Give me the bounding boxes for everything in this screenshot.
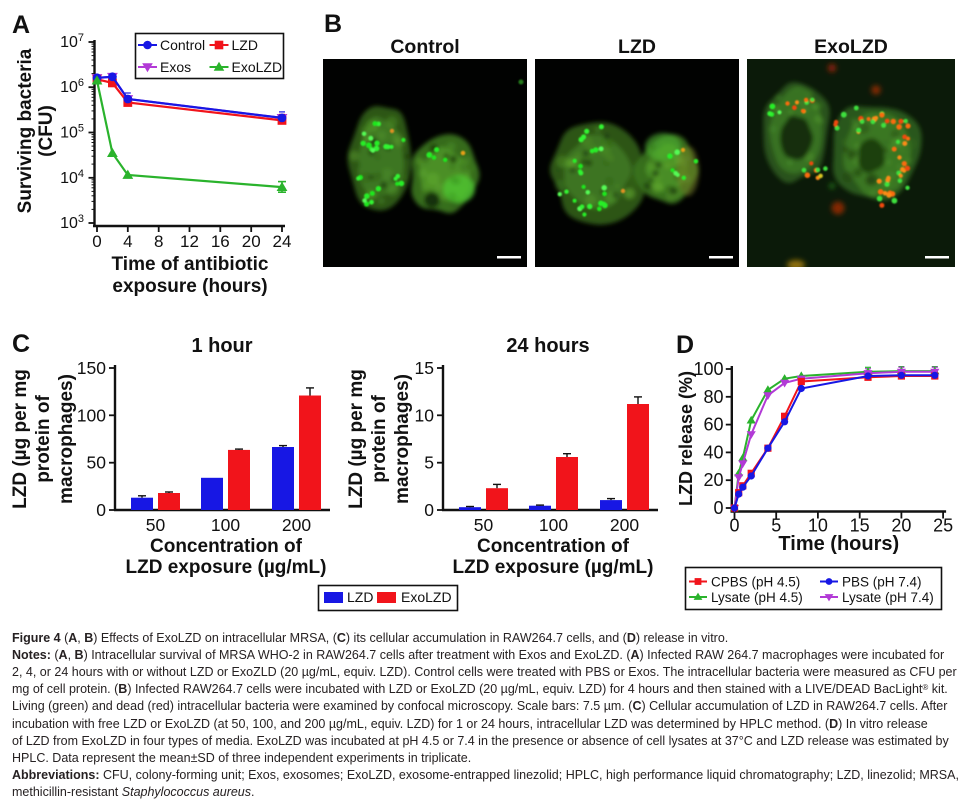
svg-text:24: 24 [273,232,292,251]
svg-text:150: 150 [77,358,106,378]
svg-text:8: 8 [154,232,163,251]
svg-text:PBS (pH 7.4): PBS (pH 7.4) [842,575,922,590]
svg-text:50: 50 [146,515,166,535]
svg-text:Time (hours): Time (hours) [778,533,899,555]
svg-text:Lysate (pH 4.5): Lysate (pH 4.5) [711,590,803,605]
svg-text:LZD exposure (µg/mL): LZD exposure (µg/mL) [126,557,327,578]
svg-text:25: 25 [933,516,953,536]
svg-text:Surviving bacteria: Surviving bacteria [15,48,36,213]
svg-text:Concentration of: Concentration of [477,536,630,557]
svg-text:macrophages): macrophages) [56,374,77,504]
svg-text:60: 60 [703,415,723,435]
svg-text:Control: Control [160,37,205,53]
svg-text:100: 100 [539,515,568,535]
svg-text:LZD: LZD [347,589,373,605]
svg-text:10: 10 [808,516,828,536]
svg-text:20: 20 [242,232,261,251]
svg-text:15: 15 [415,358,434,378]
svg-text:0: 0 [729,516,739,536]
svg-text:200: 200 [610,515,639,535]
svg-text:Lysate (pH 7.4): Lysate (pH 7.4) [842,590,934,605]
svg-text:0: 0 [96,500,106,520]
svg-text:5: 5 [771,516,781,536]
svg-text:LZD: LZD [232,37,258,53]
svg-text:ExoLZD: ExoLZD [401,589,452,605]
svg-text:(CFU): (CFU) [36,105,57,157]
svg-text:200: 200 [282,515,311,535]
svg-text:40: 40 [703,442,723,462]
svg-text:50: 50 [87,453,107,473]
svg-text:20: 20 [703,470,723,490]
svg-text:105: 105 [60,123,84,142]
svg-text:1 hour: 1 hour [191,335,252,357]
svg-text:15: 15 [850,516,870,536]
svg-text:107: 107 [60,32,84,51]
svg-text:100: 100 [77,405,106,425]
svg-text:16: 16 [211,232,230,251]
svg-text:20: 20 [891,516,911,536]
svg-text:80: 80 [703,387,723,407]
svg-text:protein of: protein of [369,395,390,483]
svg-text:Concentration of: Concentration of [150,536,303,557]
svg-text:100: 100 [693,359,723,379]
svg-text:0: 0 [424,500,434,520]
svg-text:106: 106 [60,77,84,96]
svg-text:exposure (hours): exposure (hours) [112,276,267,297]
svg-text:protein of: protein of [33,395,54,483]
svg-text:LZD exposure (µg/mL): LZD exposure (µg/mL) [453,557,654,578]
svg-text:5: 5 [424,453,434,473]
svg-text:ExoLZD: ExoLZD [232,59,283,75]
svg-text:10: 10 [415,405,435,425]
svg-text:Time of antibiotic: Time of antibiotic [112,254,269,275]
svg-text:50: 50 [474,515,494,535]
svg-text:24 hours: 24 hours [506,335,589,357]
svg-text:LZD (µg per mg: LZD (µg per mg [346,369,367,509]
svg-text:CPBS (pH 4.5): CPBS (pH 4.5) [711,575,800,590]
svg-text:4: 4 [123,232,132,251]
svg-text:12: 12 [180,232,199,251]
svg-text:LZD (µg per mg: LZD (µg per mg [10,369,31,509]
svg-text:Exos: Exos [160,59,191,75]
svg-text:0: 0 [713,498,723,518]
svg-text:0: 0 [92,232,101,251]
svg-text:104: 104 [60,168,84,187]
svg-text:103: 103 [60,213,84,232]
svg-text:macrophages): macrophages) [392,374,413,504]
svg-text:LZD release (%): LZD release (%) [676,371,696,506]
svg-text:100: 100 [211,515,240,535]
